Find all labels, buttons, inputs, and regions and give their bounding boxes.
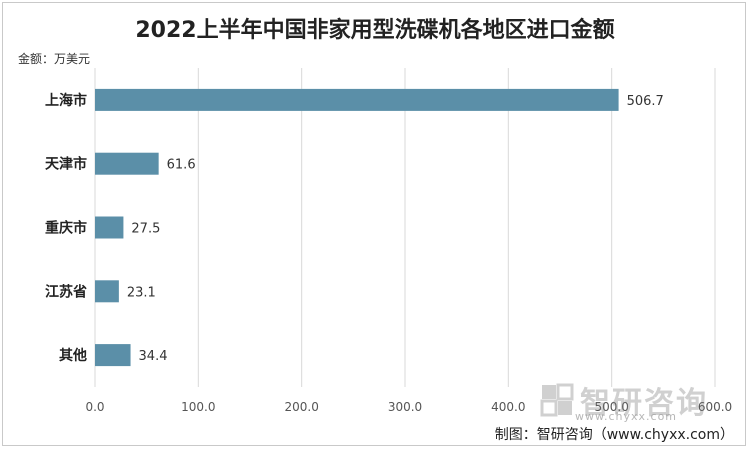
category-label: 江苏省 [45,283,87,300]
watermark-brand: 智研咨询 [580,386,708,421]
bar [95,344,131,367]
value-label: 506.7 [627,94,664,109]
x-tick-label: 600.0 [698,400,732,414]
watermark-logo-icon [540,383,574,417]
value-label: 34.4 [139,349,168,364]
bar [95,152,159,175]
x-tick-label: 200.0 [284,400,318,414]
x-tick-label: 500.0 [594,400,628,414]
x-tick-label: 400.0 [491,400,525,414]
category-label: 重庆市 [45,220,87,237]
watermark: 智研咨询 [540,378,708,422]
x-tick-label: 300.0 [388,400,422,414]
category-label: 上海市 [45,92,87,109]
x-tick-label: 100.0 [181,400,215,414]
source-credit: 制图：智研咨询（www.chyxx.com） [494,427,734,443]
value-label: 23.1 [127,285,156,300]
watermark-url: www.chyxx.com [575,410,678,423]
bars [95,88,619,367]
value-label: 27.5 [131,222,160,237]
x-tick-labels: 0.0 100.0 200.0 300.0 400.0 500.0 600.0 [85,400,732,414]
category-label: 天津市 [45,156,87,173]
chart-frame [2,2,746,446]
bar [95,88,619,111]
bar [95,216,124,239]
value-labels: 506.7 61.6 27.5 23.1 34.4 [127,94,664,364]
category-label: 其他 [59,347,87,364]
value-label: 61.6 [167,158,196,173]
chart-title: 2022上半年中国非家用型洗碟机各地区进口金额 [135,18,615,43]
unit-label: 金额：万美元 [18,52,91,66]
bar [95,280,119,303]
gridlines [94,68,716,387]
x-tick-label: 0.0 [85,400,104,414]
